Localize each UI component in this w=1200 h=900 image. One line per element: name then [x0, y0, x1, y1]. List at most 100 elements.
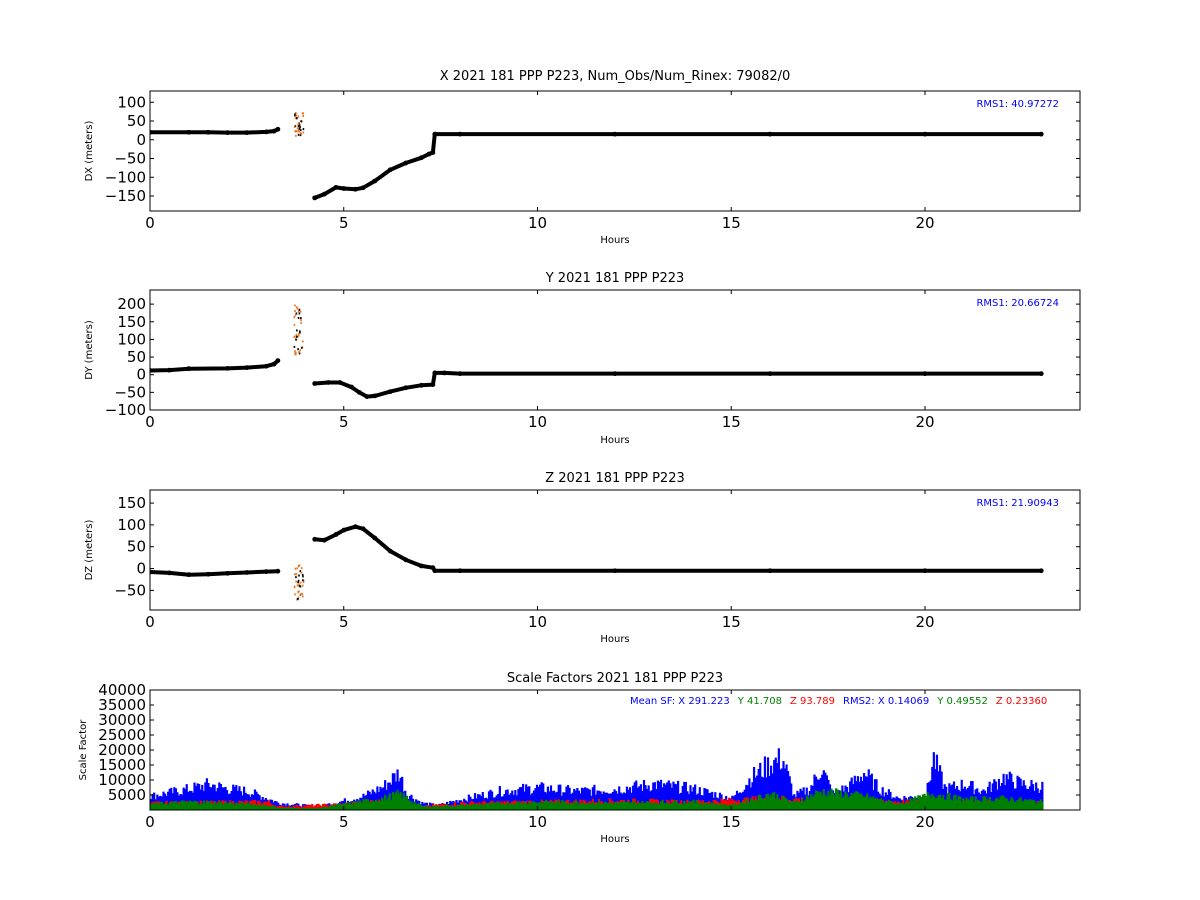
scale-factor-y-bar [212, 803, 215, 810]
scale-factor-x-bar [774, 757, 777, 810]
data-point [418, 382, 424, 388]
scale-factor-y-bar [331, 804, 334, 810]
scale-factor-y-bar [396, 789, 399, 810]
scale-factor-y-bar [610, 802, 613, 810]
scale-factor-y-bar [590, 803, 593, 810]
x-tick-label: 5 [339, 214, 349, 232]
scale-factor-y-bar [841, 797, 844, 810]
scale-factor-y-bar [181, 800, 184, 810]
scale-factor-y-bar [904, 802, 908, 810]
scale-factor-y-bar [446, 804, 449, 810]
scale-factor-y-bar [681, 803, 684, 810]
scale-factor-y-bar [235, 802, 238, 810]
scale-factor-y-bar [466, 803, 469, 810]
scale-factor-y-bar [726, 805, 729, 810]
scale-factor-y-bar [728, 805, 731, 810]
scale-factor-y-bar [371, 800, 374, 810]
data-point [312, 536, 318, 542]
scale-factor-stat-6: Z 0.23360 [996, 696, 1047, 707]
scale-factor-y-bar [219, 801, 222, 810]
scale-factor-y-bar [714, 804, 717, 810]
scale-factor-y-bar [208, 801, 212, 810]
scale-factor-x-bar [678, 793, 681, 810]
scale-factor-x-bar [763, 756, 766, 810]
scale-factor-y-bar [804, 800, 807, 810]
scale-factor-y-bar [332, 806, 336, 810]
scale-factor-y-bar [963, 801, 966, 810]
scale-factor-y-bar [286, 807, 289, 810]
y-tick-label: 5000 [108, 786, 146, 804]
plot-area [150, 111, 1044, 201]
outlier-point [295, 114, 298, 117]
scale-factor-y-bar [990, 800, 993, 810]
scale-factor-y-bar [917, 795, 920, 810]
data-point [166, 570, 172, 576]
scale-factor-y-bar [695, 800, 698, 810]
outlier-point [297, 334, 300, 337]
scale-factor-y-bar [545, 799, 548, 810]
x-tick-label: 0 [145, 613, 155, 631]
outlier-point [294, 352, 296, 355]
scale-factor-y-bar [425, 805, 429, 810]
scale-factor-y-bar [171, 802, 174, 810]
axes-frame [149, 289, 1081, 411]
scale-factor-y-bar [388, 793, 391, 810]
scale-factor-y-bar [980, 802, 983, 810]
scale-factor-y-bar [673, 800, 677, 810]
outlier-point [294, 567, 297, 570]
scale-factor-y-bar [787, 801, 790, 810]
scale-factor-z-bar [267, 800, 270, 810]
scale-factor-y-bar [554, 803, 557, 810]
outlier-point [297, 596, 300, 599]
scale-factor-x-bar [692, 787, 695, 810]
scale-factor-y-bar [1000, 795, 1004, 810]
scale-factor-y-bar [573, 803, 576, 810]
data-point [244, 365, 250, 371]
scale-factor-y-bar [785, 798, 788, 810]
scale-factor-y-bar [850, 792, 853, 810]
scale-factor-x-bar [1021, 785, 1024, 810]
scale-factor-x-bar [557, 784, 560, 810]
outlier-point [296, 567, 298, 570]
plot-area [150, 524, 1044, 601]
scale-factor-x-bar [275, 801, 278, 810]
outlier-point [297, 597, 299, 600]
x-tick-label: 15 [722, 214, 741, 232]
scale-factor-y-bar [770, 794, 773, 810]
scale-factor-x-bar [1025, 788, 1028, 810]
scale-factor-y-bar [739, 803, 742, 810]
scale-factor-x-bar [540, 782, 543, 810]
scale-factor-z-bar [308, 804, 311, 810]
outlier-point [293, 323, 296, 326]
scale-factor-x-bar [477, 794, 480, 810]
scale-factor-y-bar [711, 804, 714, 810]
scale-factor-y-bar [309, 807, 312, 810]
y-tick-label: 200 [117, 295, 146, 313]
scale-factor-x-bar [204, 782, 207, 810]
scale-factor-x-bar [768, 775, 771, 810]
scale-factor-z-bar [325, 804, 328, 810]
scale-factor-y-bar [708, 804, 711, 810]
scale-factor-x-bar [376, 786, 379, 810]
scale-factor-y-bar [576, 801, 579, 810]
scale-factor-y-bar [658, 804, 661, 810]
data-point [612, 568, 618, 574]
scale-factor-x-bar [584, 787, 587, 810]
chart-title: Scale Factors 2021 181 PPP P223 [507, 671, 723, 686]
scale-factor-y-bar [449, 806, 452, 810]
scale-factor-y-bar [266, 805, 269, 810]
outlier-point [294, 114, 296, 117]
scale-factor-y-bar [489, 804, 492, 810]
scale-factor-y-bar [452, 806, 455, 810]
scale-factor-z-bar [314, 805, 317, 810]
scale-factor-y-bar [712, 802, 715, 810]
scale-factor-y-bar [876, 800, 880, 810]
scale-factor-y-bar [232, 804, 235, 810]
data-point [430, 150, 436, 155]
scale-factor-y-bar [859, 793, 863, 810]
scale-factor-y-bar [641, 800, 644, 810]
scale-factor-x-bar [602, 791, 605, 810]
rms-annotation: RMS1: 40.97272 [976, 99, 1059, 110]
scale-factor-y-bar [732, 803, 735, 810]
